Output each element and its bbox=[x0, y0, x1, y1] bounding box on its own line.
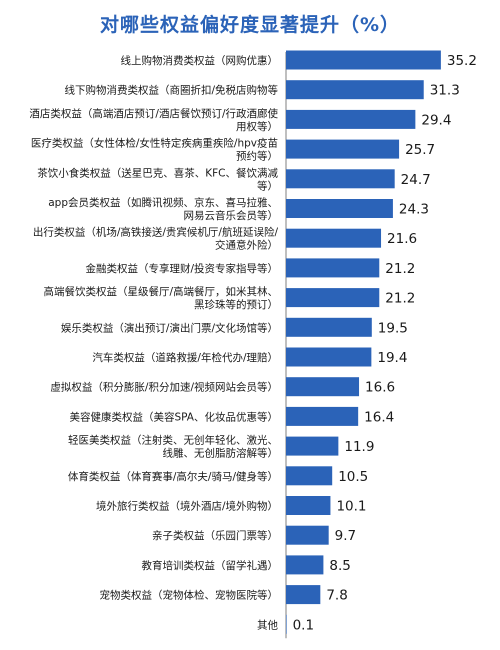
value-label: 10.1 bbox=[336, 499, 366, 515]
category-label: 美容健康类权益（美容SPA、化妆品优惠等） bbox=[69, 410, 278, 423]
category-label: 交通意外险） bbox=[215, 239, 278, 252]
bar bbox=[286, 555, 324, 575]
value-label: 24.3 bbox=[399, 202, 429, 218]
bar bbox=[286, 377, 360, 397]
bar bbox=[286, 347, 372, 367]
bar bbox=[286, 614, 287, 634]
bar bbox=[286, 585, 321, 605]
value-label: 25.7 bbox=[405, 142, 435, 158]
value-label: 21.6 bbox=[387, 231, 417, 247]
category-label: 等） bbox=[257, 179, 278, 192]
bar bbox=[286, 50, 441, 70]
bar bbox=[286, 80, 424, 100]
value-label: 35.2 bbox=[447, 53, 477, 69]
chart-title: 对哪些权益偏好度显著提升（%） bbox=[99, 14, 401, 36]
category-label: 线雕、无创脂肪溶解等） bbox=[163, 447, 279, 460]
category-label: 宠物类权益（宠物体检、宠物医院等） bbox=[100, 589, 279, 602]
value-label: 16.6 bbox=[365, 380, 395, 396]
category-label: 汽车类权益（道路救援/年检代办/理赔） bbox=[92, 351, 278, 364]
bar bbox=[286, 406, 359, 426]
category-label: 教育培训类权益（留学礼遇） bbox=[142, 559, 279, 572]
bar bbox=[286, 109, 416, 129]
bar bbox=[286, 288, 380, 308]
category-label: 预约等） bbox=[236, 150, 278, 163]
value-label: 8.5 bbox=[329, 558, 350, 574]
value-label: 9.7 bbox=[335, 528, 356, 544]
value-label: 29.4 bbox=[421, 112, 451, 128]
category-label: 高端餐饮类权益（星级餐厅/高端餐厅，如米其林、 bbox=[43, 285, 278, 298]
value-label: 0.1 bbox=[293, 617, 314, 633]
category-label: 虚拟权益（积分膨胀/积分加速/视频网站会员等） bbox=[50, 381, 278, 394]
bar bbox=[286, 496, 331, 515]
category-label: 境外旅行类权益（境外酒店/境外购物） bbox=[96, 500, 278, 513]
bar bbox=[286, 317, 372, 337]
bar bbox=[286, 139, 400, 159]
value-label: 21.2 bbox=[385, 261, 415, 277]
category-label: 其他 bbox=[257, 618, 278, 631]
category-label: 娱乐类权益（演出预订/演出门票/文化场馆等） bbox=[61, 321, 278, 334]
value-label: 19.4 bbox=[377, 350, 407, 366]
value-label: 7.8 bbox=[326, 588, 347, 604]
category-label: 网易云音乐会员等） bbox=[184, 209, 279, 222]
bar bbox=[286, 466, 333, 486]
bar bbox=[286, 169, 395, 189]
value-label: 21.2 bbox=[385, 291, 415, 307]
category-label: 黑珍珠等的预订） bbox=[194, 298, 278, 311]
value-label: 19.5 bbox=[378, 320, 408, 336]
category-label: 轻医美类权益（注射类、无创年轻化、激光、 bbox=[68, 434, 278, 447]
category-label: 用权等） bbox=[236, 120, 278, 133]
category-label: 医疗类权益（女性体检/女性特定疾病重疾险/hpv疫苗 bbox=[31, 137, 278, 150]
bar bbox=[286, 228, 382, 248]
category-label: 亲子类权益（乐园门票等） bbox=[152, 529, 278, 542]
value-label: 24.7 bbox=[401, 172, 431, 188]
bar bbox=[286, 525, 329, 545]
category-label: 茶饮小食类权益（送星巴克、喜茶、KFC、餐饮满减 bbox=[37, 166, 278, 179]
value-label: 11.9 bbox=[344, 439, 374, 455]
bar bbox=[286, 199, 393, 218]
category-label: 线下购物消费类权益（商圈折扣/免税店购物等 bbox=[64, 84, 278, 97]
category-label: 线上购物消费类权益（网购优惠） bbox=[121, 54, 279, 67]
bar bbox=[286, 436, 339, 456]
category-label: 出行类权益（机场/高铁接送/贵宾候机厅/航班延误险/ bbox=[33, 226, 279, 239]
category-label: 体育类权益（体育赛事/高尔夫/骑马/健身等） bbox=[68, 470, 278, 483]
category-label: 酒店类权益（高端酒店预订/酒店餐饮预订/行政酒廊使 bbox=[29, 107, 278, 120]
value-label: 31.3 bbox=[430, 83, 460, 99]
category-label: app会员类权益（如腾讯视频、京东、喜马拉雅、 bbox=[48, 196, 278, 209]
value-label: 10.5 bbox=[338, 469, 368, 485]
category-label: 金融类权益（专享理财/投资专家指导等） bbox=[85, 262, 278, 275]
bar bbox=[286, 258, 380, 278]
value-label: 16.4 bbox=[364, 409, 394, 425]
